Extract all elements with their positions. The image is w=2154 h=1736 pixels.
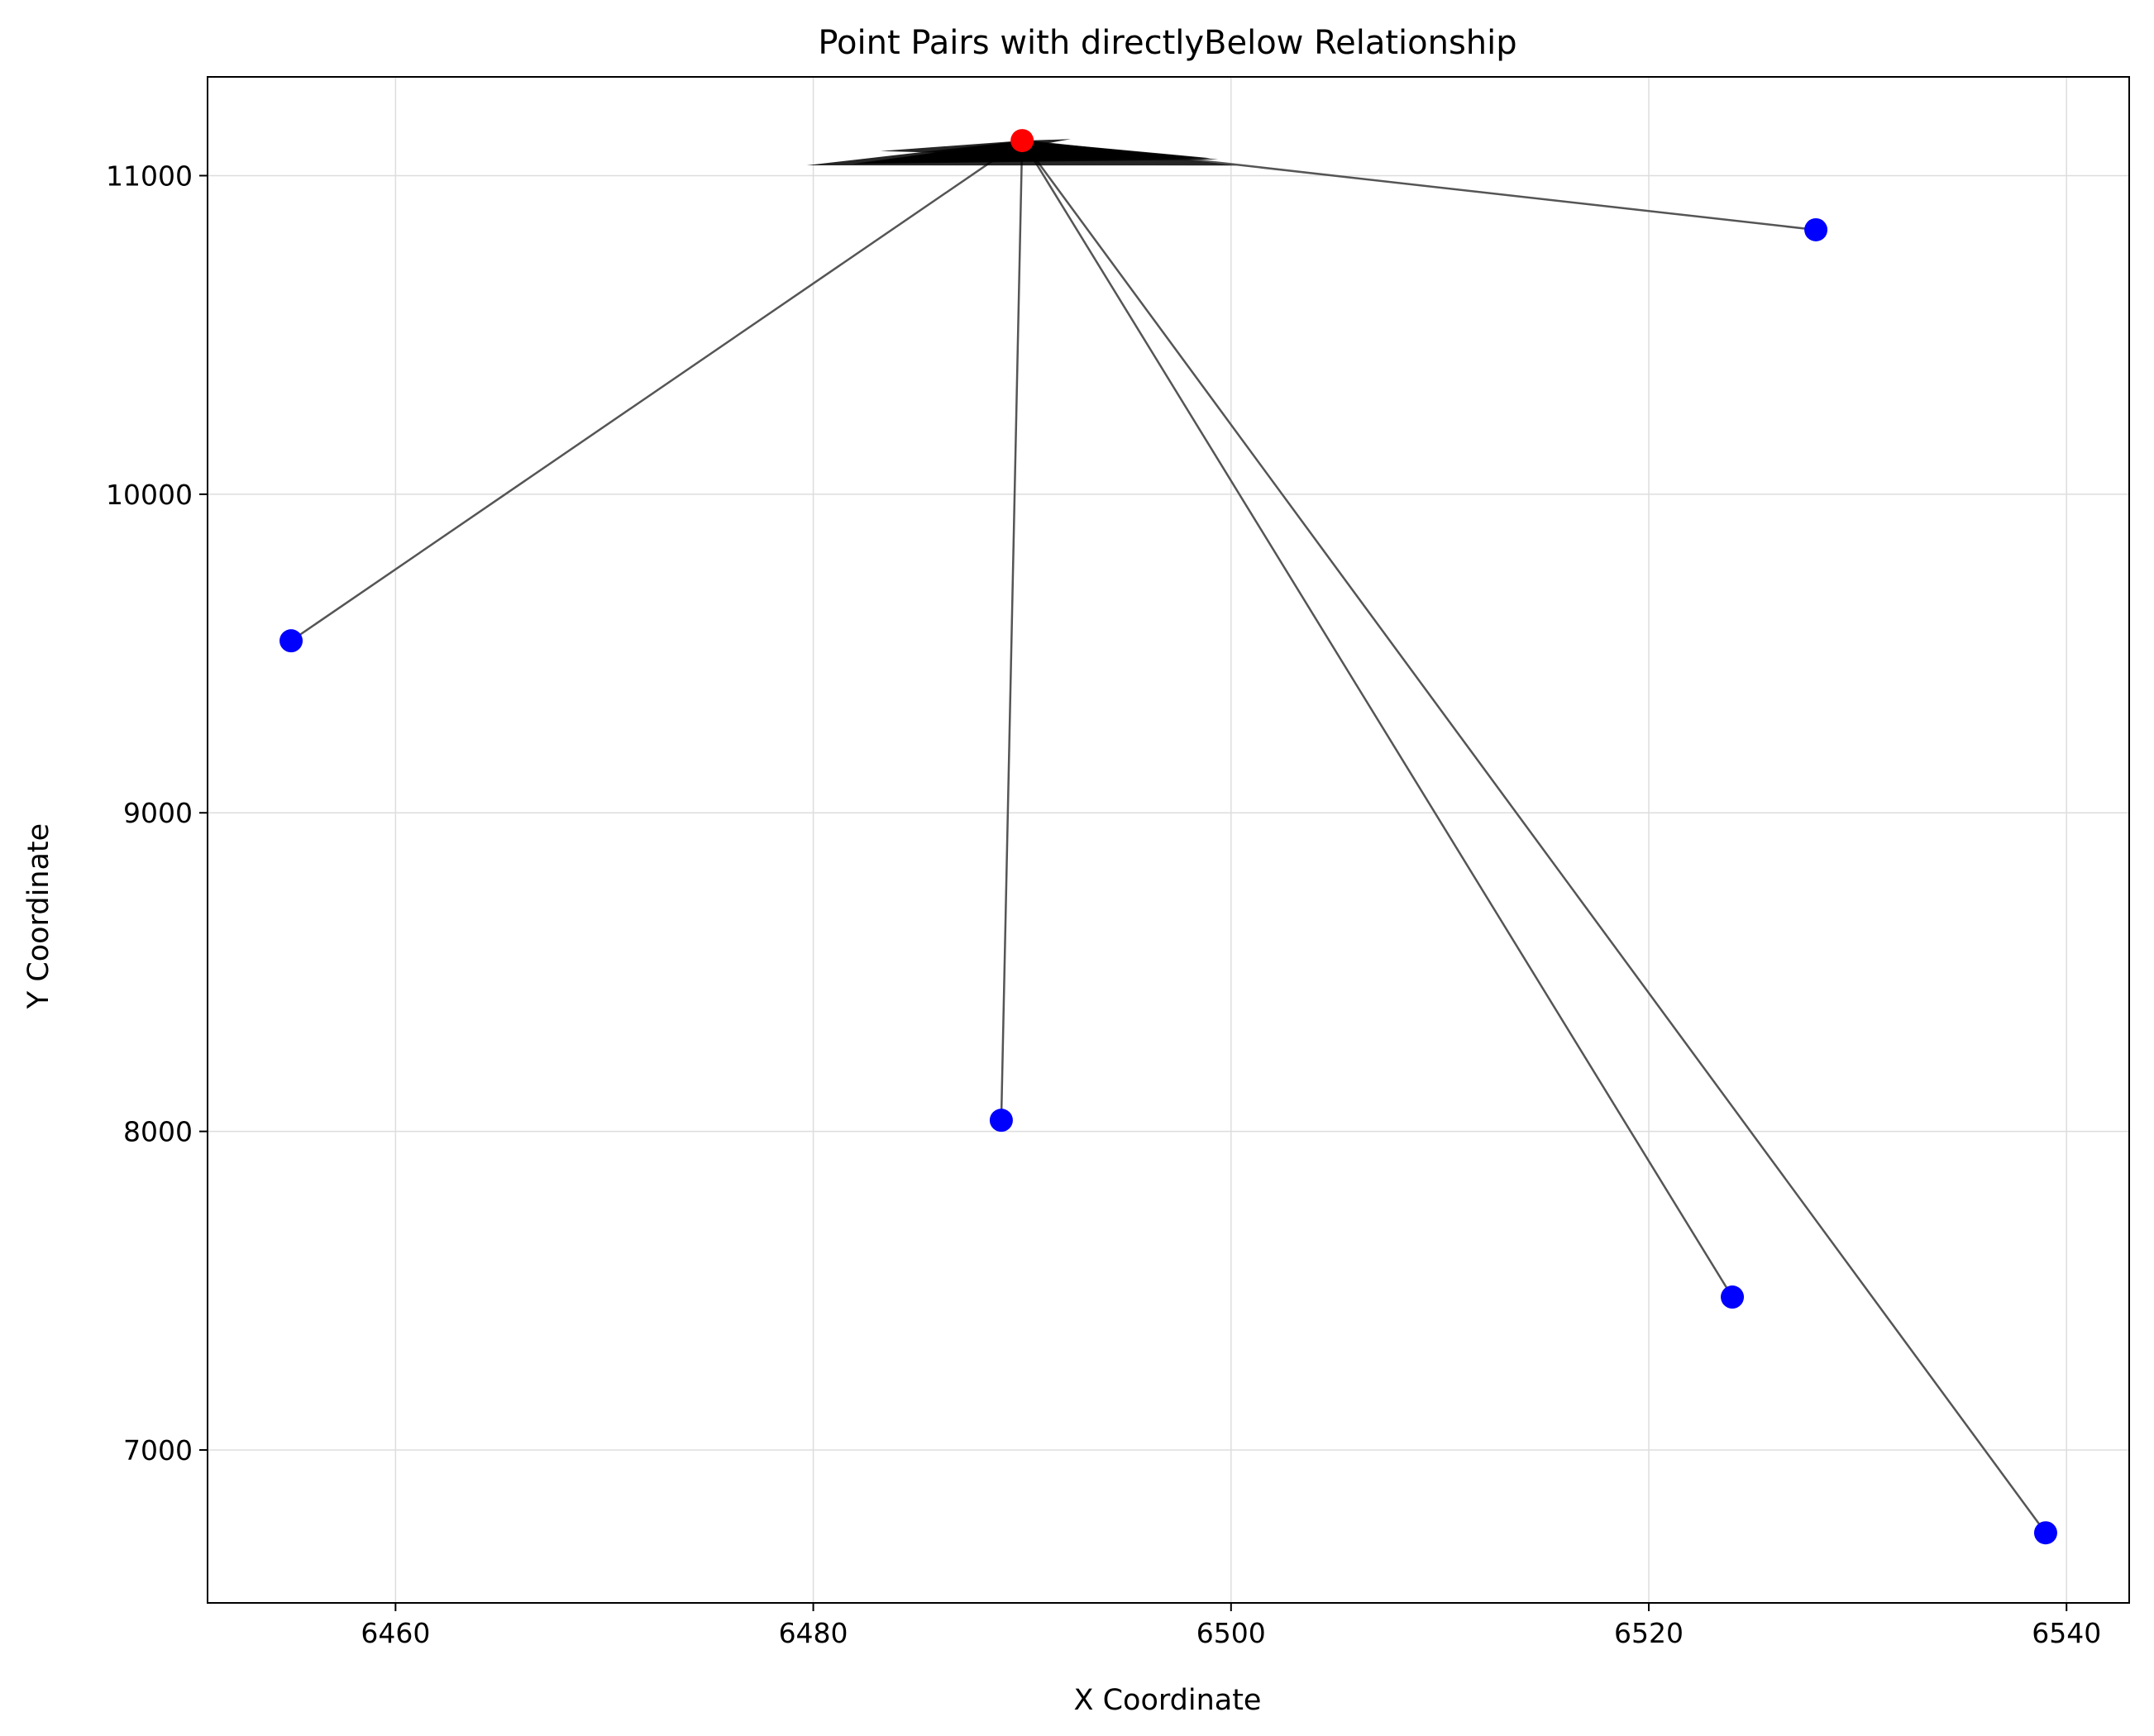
connection-line xyxy=(1021,140,1734,1298)
connection-line xyxy=(1000,141,1024,1121)
x-axis-label: X Coordinate xyxy=(1074,1684,1262,1717)
x-ticks: 6460 6480 6500 6520 6540 xyxy=(361,1603,2101,1649)
x-tick-label: 6540 xyxy=(2032,1617,2101,1649)
x-tick-label: 6520 xyxy=(1614,1617,1684,1649)
anchor-point xyxy=(1010,129,1034,153)
y-tick-label: 8000 xyxy=(123,1116,193,1148)
target-point xyxy=(2033,1521,2057,1545)
x-tick-label: 6500 xyxy=(1196,1617,1266,1649)
y-tick-label: 7000 xyxy=(123,1434,193,1467)
grid xyxy=(208,77,2129,1603)
y-tick-label: 10000 xyxy=(106,479,193,511)
y-ticks: 7000 8000 9000 10000 11000 xyxy=(106,160,208,1467)
chart-title: Point Pairs with directlyBelow Relations… xyxy=(818,24,1516,62)
target-point xyxy=(1721,1285,1745,1309)
data-points xyxy=(279,129,2057,1545)
x-tick-label: 6460 xyxy=(361,1617,430,1649)
connection-line xyxy=(290,140,1023,642)
arrowhead xyxy=(863,141,1211,164)
plot-frame xyxy=(207,76,2130,1604)
y-axis-label: Y Coordinate xyxy=(22,823,55,1009)
target-point xyxy=(279,629,303,653)
x-tick-label: 6480 xyxy=(779,1617,848,1649)
target-point xyxy=(989,1109,1013,1133)
y-tick-label: 9000 xyxy=(123,797,193,829)
connection-line xyxy=(1021,140,2047,1533)
arrowhead xyxy=(1022,139,1071,148)
target-point xyxy=(1804,217,1828,241)
arrowheads xyxy=(806,139,1237,166)
y-tick-label: 11000 xyxy=(106,160,193,192)
